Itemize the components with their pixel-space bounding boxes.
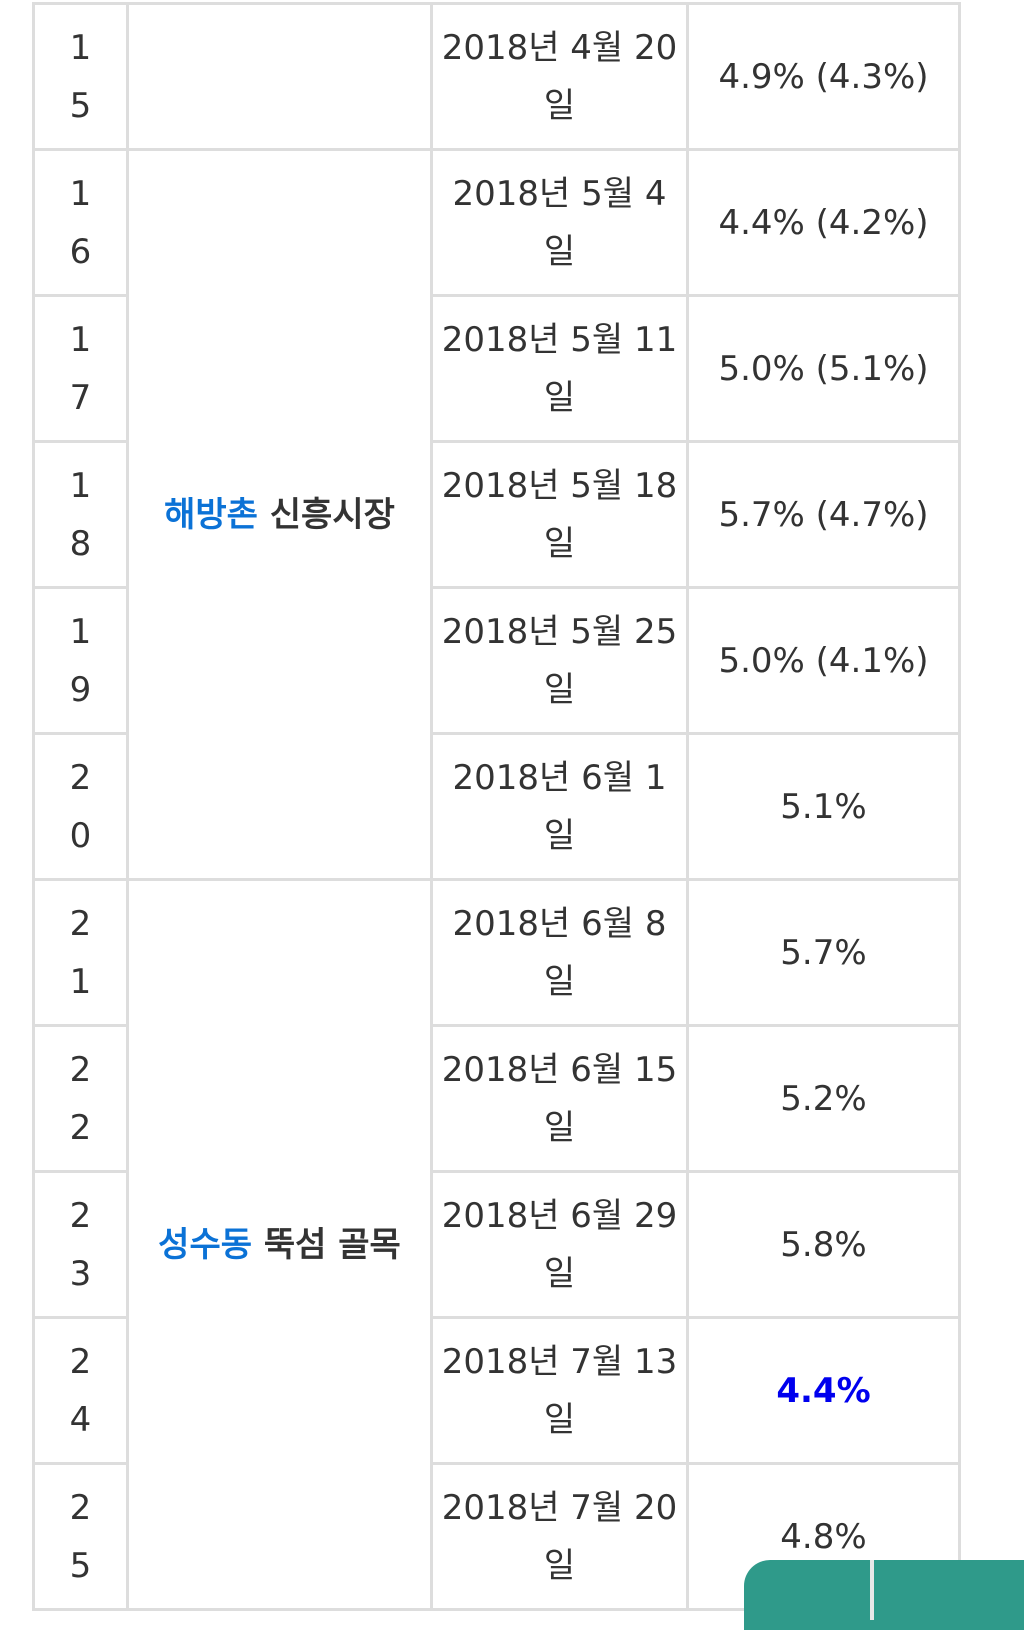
- table-row: 21 성수동 뚝섬 골목 2018년 6월 8일 5.7%: [32, 878, 961, 1611]
- episode-number: 18: [32, 440, 129, 589]
- table-row: 16 해방촌 신흥시장 2018년 5월 4일 4.4% (4.2%): [32, 148, 961, 881]
- location-link[interactable]: 해방촌: [164, 494, 258, 535]
- air-date: 2018년 5월 4일: [430, 148, 689, 297]
- rating: 5.7% (4.7%): [686, 440, 961, 589]
- air-date: 2018년 5월 25일: [430, 586, 689, 735]
- table-row: 19 2018년 5월 25일 5.0% (4.1%): [32, 586, 961, 735]
- episode-number: 23: [32, 1170, 129, 1319]
- episode-number: 22: [32, 1024, 129, 1173]
- air-date: 2018년 5월 11일: [430, 294, 689, 443]
- button-divider: [870, 1560, 874, 1620]
- episode-number: 15: [32, 2, 129, 151]
- rating: 5.2%: [686, 1024, 961, 1173]
- table-row: 22 2018년 6월 15일 5.2%: [32, 1024, 961, 1173]
- air-date: 2018년 6월 15일: [430, 1024, 689, 1173]
- episode-number: 16: [32, 148, 129, 297]
- rating: 5.1%: [686, 732, 961, 881]
- rating: 4.9% (4.3%): [686, 2, 961, 151]
- air-date: 2018년 7월 13일: [430, 1316, 689, 1465]
- location-text: 신흥시장: [257, 494, 395, 535]
- episode-number: 17: [32, 294, 129, 443]
- episode-number: 20: [32, 732, 129, 881]
- location-cell: 해방촌 신흥시장: [126, 148, 433, 881]
- table-row: 24 2018년 7월 13일 4.4%: [32, 1316, 961, 1465]
- episode-number: 19: [32, 586, 129, 735]
- table-row: 17 2018년 5월 11일 5.0% (5.1%): [32, 294, 961, 443]
- episode-number: 21: [32, 878, 129, 1027]
- table-row: 18 2018년 5월 18일 5.7% (4.7%): [32, 440, 961, 589]
- rating: 5.8%: [686, 1170, 961, 1319]
- air-date: 2018년 6월 8일: [430, 878, 689, 1027]
- table-row: 20 2018년 6월 1일 5.1%: [32, 732, 961, 881]
- rating: 4.4% (4.2%): [686, 148, 961, 297]
- ratings-table: 15 2018년 4월 20일 4.9% (4.3%) 16 해방촌 신흥시장 …: [32, 2, 961, 1611]
- rating: 5.0% (5.1%): [686, 294, 961, 443]
- air-date: 2018년 7월 20일: [430, 1462, 689, 1611]
- air-date: 2018년 4월 20일: [430, 2, 689, 151]
- episode-number: 24: [32, 1316, 129, 1465]
- location-cell: 성수동 뚝섬 골목: [126, 878, 433, 1611]
- episode-number: 25: [32, 1462, 129, 1611]
- rating: 5.0% (4.1%): [686, 586, 961, 735]
- floating-action-button[interactable]: [744, 1560, 1024, 1630]
- location-link[interactable]: 성수동: [158, 1224, 253, 1265]
- air-date: 2018년 6월 29일: [430, 1170, 689, 1319]
- air-date: 2018년 5월 18일: [430, 440, 689, 589]
- table-row: 15 2018년 4월 20일 4.9% (4.3%): [32, 2, 961, 151]
- air-date: 2018년 6월 1일: [430, 732, 689, 881]
- table-row: 23 2018년 6월 29일 5.8%: [32, 1170, 961, 1319]
- location-cell: [126, 2, 433, 151]
- rating: 5.7%: [686, 878, 961, 1027]
- rating-lowest: 4.4%: [686, 1316, 961, 1465]
- location-text: 뚝섬 골목: [252, 1224, 401, 1265]
